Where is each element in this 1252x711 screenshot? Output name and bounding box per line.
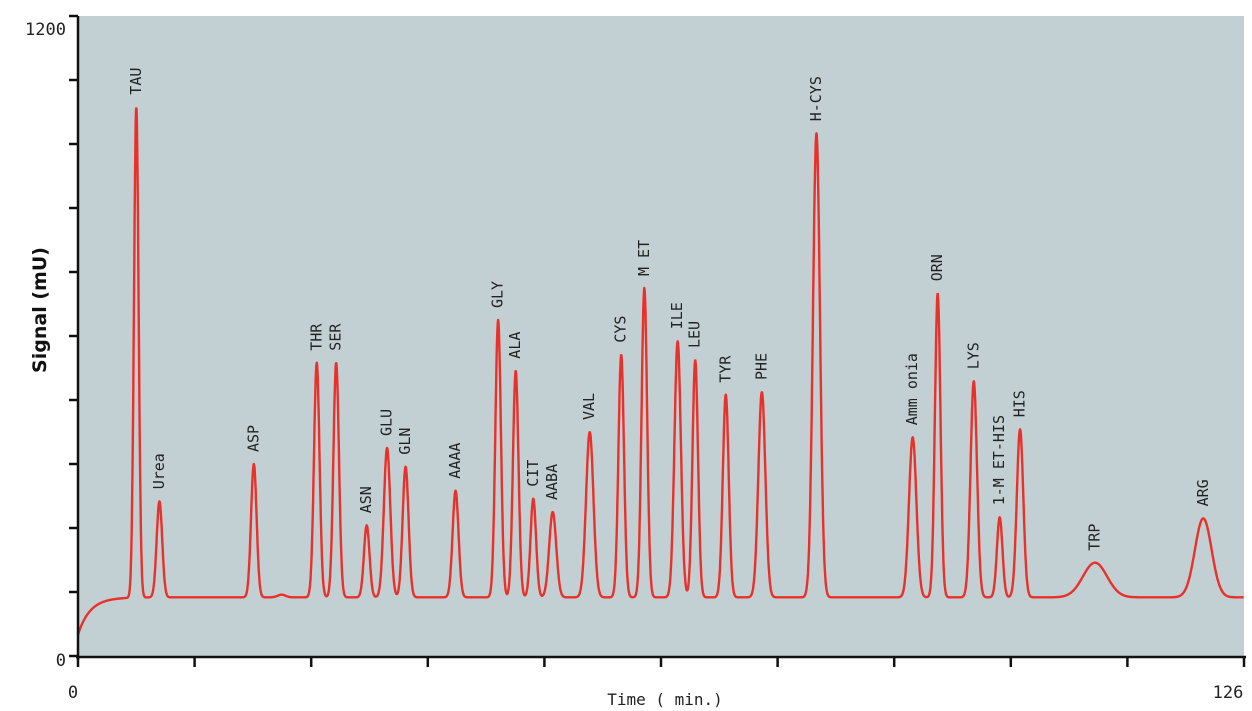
peak-label: PHE <box>752 353 770 380</box>
peak-label: LEU <box>686 321 704 348</box>
peak-label: ARG <box>1194 479 1212 506</box>
peak-label: ILE <box>668 302 686 329</box>
peak-label: ASN <box>357 486 375 513</box>
y-axis-title: Signal (mU) <box>29 247 51 373</box>
x-tick-label-min: 0 <box>68 683 78 703</box>
peak-label: CIT <box>524 460 542 487</box>
x-tick-label-max: 126 <box>1213 683 1244 703</box>
signal-trace <box>76 107 1245 636</box>
peak-label: AABA <box>543 464 561 500</box>
peak-label: VAL <box>580 393 598 420</box>
peak-label: ASP <box>244 425 262 452</box>
peak-label: GLY <box>489 281 507 308</box>
peak-label: TRP <box>1086 524 1104 551</box>
peak-label: SER <box>327 323 345 351</box>
y-tick-label-min: 0 <box>56 651 66 671</box>
peak-label: 1-M ET-HIS <box>990 415 1008 505</box>
x-axis-ticks <box>76 656 1246 667</box>
y-tick-label-max: 1200 <box>25 20 66 40</box>
peak-label: AAAA <box>446 443 464 479</box>
peak-label: M ET <box>635 240 653 276</box>
peak-label: GLN <box>396 428 414 455</box>
peak-label: Urea <box>150 453 168 489</box>
peak-label: THR <box>307 323 325 351</box>
peak-label: HIS <box>1011 390 1029 417</box>
peak-label: LYS <box>964 342 982 369</box>
peak-label: H-CYS <box>807 76 825 121</box>
peak-label: ALA <box>506 332 524 359</box>
peak-label: ORN <box>928 254 946 281</box>
plot-area <box>78 16 1244 656</box>
peak-label: TAU <box>127 68 145 95</box>
peak-label: Amm onia <box>903 353 921 425</box>
peak-label: CYS <box>612 316 630 343</box>
peak-label: GLU <box>378 409 396 436</box>
x-axis-title: Time ( min.) <box>607 690 723 709</box>
peak-label: TYR <box>716 355 734 383</box>
y-axis-ticks <box>69 14 78 658</box>
